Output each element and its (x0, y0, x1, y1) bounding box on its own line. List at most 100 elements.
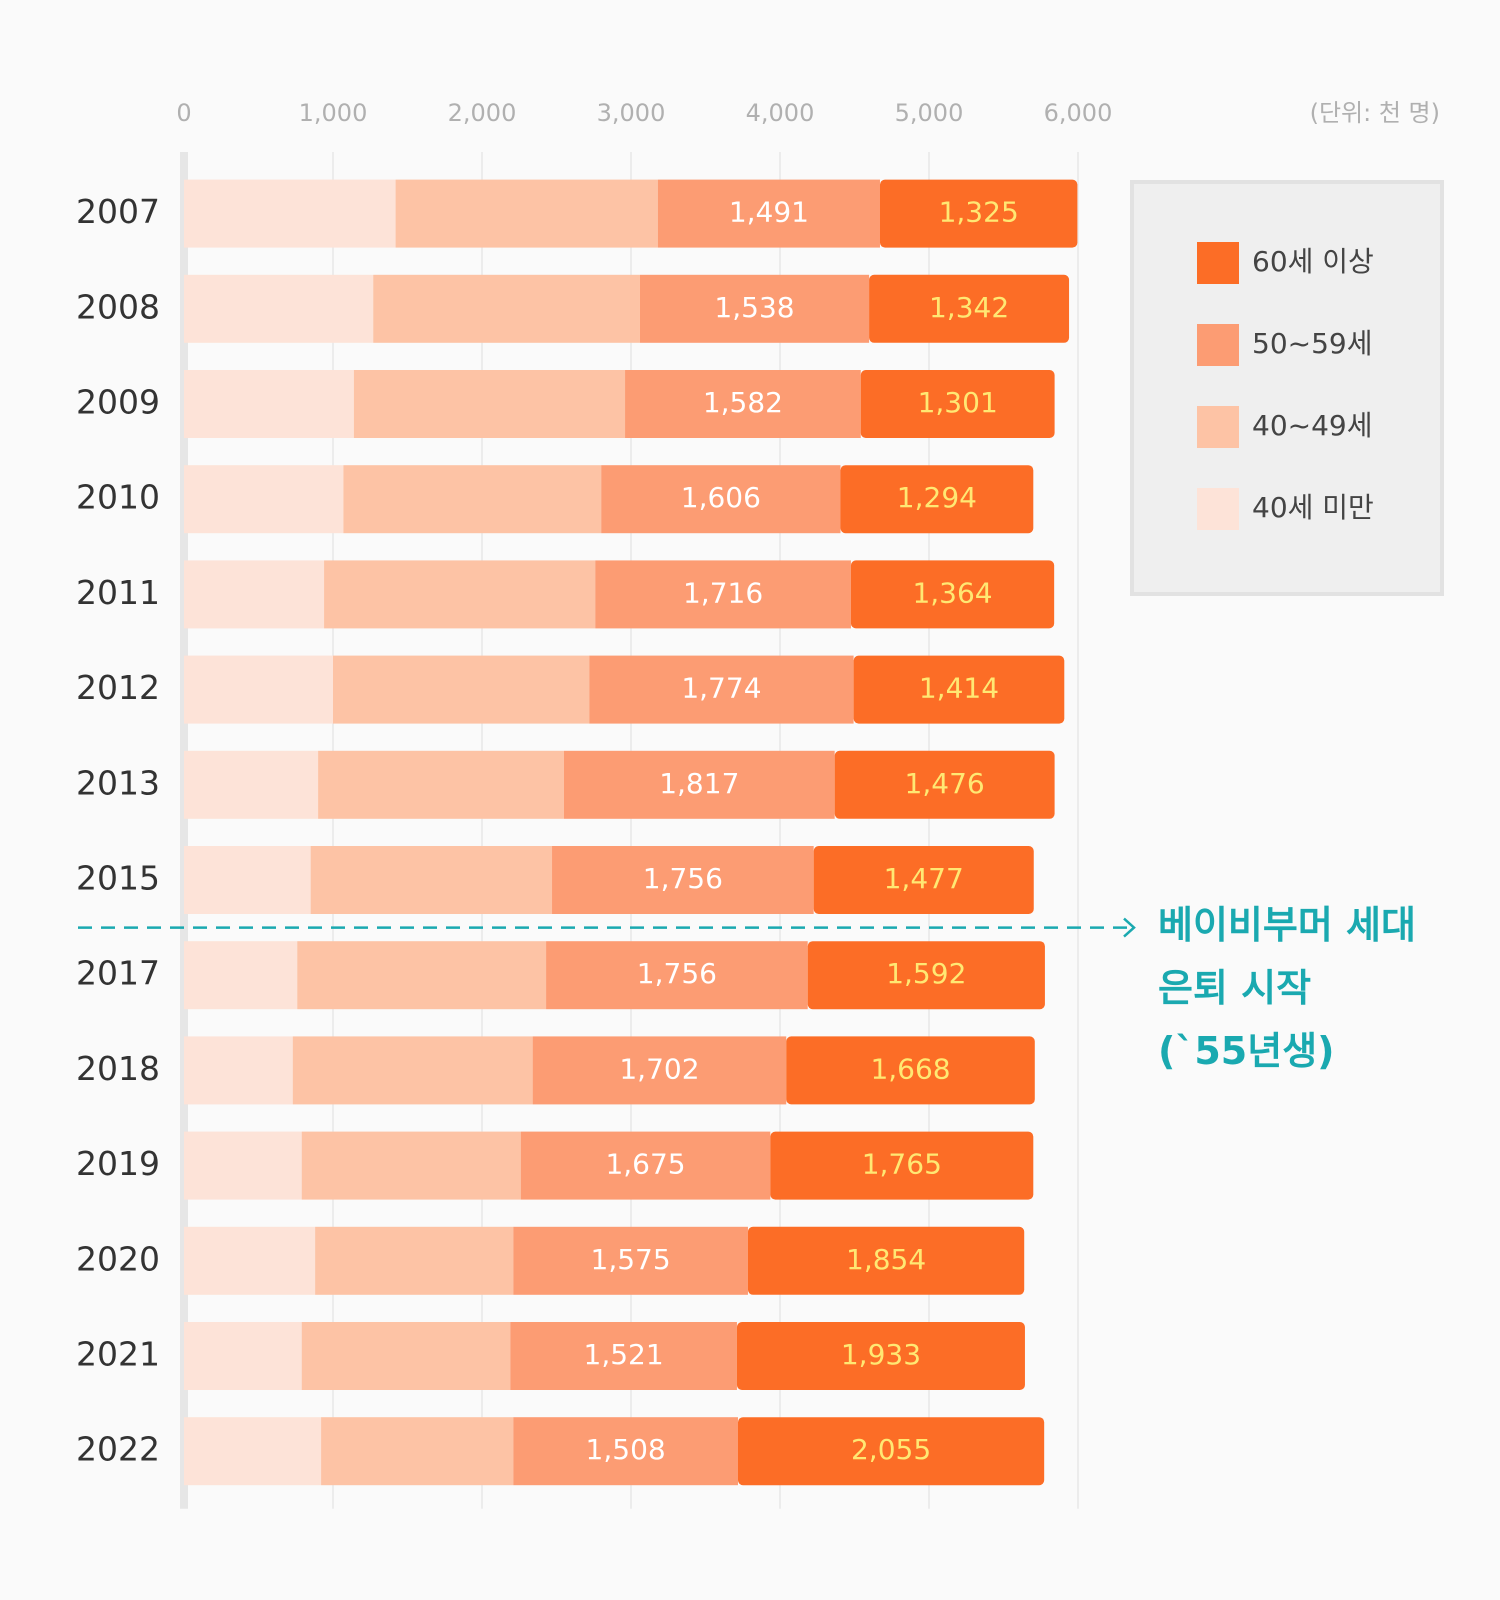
unit-label: (단위: 천 명) (1310, 99, 1440, 127)
bar-segment (770, 1131, 1034, 1200)
y-tick-label: 2011 (76, 573, 160, 612)
value-label: 1,716 (683, 576, 763, 609)
bar-segment (546, 941, 808, 1010)
bar-segment (625, 370, 861, 438)
bar-segment (510, 1322, 737, 1390)
bar-segment (310, 846, 553, 914)
value-label: 1,508 (586, 1433, 666, 1466)
legend-label: 60세 이상 (1252, 245, 1374, 278)
bar-segment (850, 560, 1055, 629)
bar-segment (315, 1226, 514, 1295)
bar-segment (657, 179, 880, 248)
x-tick-label: 5,000 (895, 99, 964, 127)
x-tick-label: 6,000 (1044, 99, 1113, 127)
bar-segment (318, 750, 564, 819)
bar-segment (639, 274, 870, 343)
bar-segment (184, 1417, 322, 1486)
value-label: 1,774 (681, 672, 761, 705)
y-tick-label: 2008 (76, 287, 160, 326)
bar-segment (532, 1036, 787, 1105)
y-tick-label: 2019 (76, 1144, 160, 1183)
legend-label: 50~59세 (1252, 327, 1372, 360)
bar-segment (879, 179, 1078, 248)
bar-segment (513, 1226, 748, 1295)
bar-segment (184, 1036, 293, 1105)
legend-label: 40~49세 (1252, 409, 1372, 442)
bar-segment (353, 370, 626, 438)
y-tick-label: 2018 (76, 1049, 160, 1088)
value-label: 1,364 (912, 576, 992, 609)
bar-segment (737, 1417, 1045, 1486)
value-label: 1,342 (929, 291, 1009, 324)
value-label: 1,582 (703, 386, 783, 419)
value-label: 1,325 (939, 196, 1019, 229)
bar-segment (869, 274, 1070, 343)
value-label: 2,055 (851, 1433, 931, 1466)
value-label: 1,765 (862, 1148, 942, 1181)
value-label: 1,933 (841, 1338, 921, 1371)
x-tick-label: 2,000 (448, 99, 517, 127)
bar-segment (184, 560, 325, 629)
bar-segment (595, 560, 851, 629)
value-label: 1,476 (905, 767, 985, 800)
annotation: (`55년생) (1158, 1029, 1335, 1073)
bar-segment (834, 750, 1055, 819)
value-label: 1,538 (714, 291, 794, 324)
legend-label: 40세 미만 (1252, 491, 1374, 524)
bar-segment (324, 560, 596, 629)
value-label: 1,817 (659, 767, 739, 800)
bar-segment (184, 655, 333, 724)
bar-segment (513, 1417, 738, 1486)
bar-segment (301, 1131, 521, 1200)
legend-swatch (1197, 488, 1239, 530)
annotation: 베이비부머 세대 (1158, 903, 1416, 947)
bar-segment (297, 941, 547, 1010)
legend-swatch (1197, 242, 1239, 284)
value-label: 1,675 (605, 1148, 685, 1181)
bar-segment (853, 655, 1065, 724)
bar-segment (786, 1036, 1035, 1105)
x-tick-label: 3,000 (597, 99, 666, 127)
bar-segment (184, 179, 396, 248)
value-label: 1,294 (897, 481, 977, 514)
bar-segment (292, 1036, 533, 1105)
bar-segment (184, 941, 298, 1010)
y-tick-label: 2012 (76, 668, 160, 707)
value-label: 1,477 (884, 862, 964, 895)
bar-segment (184, 370, 354, 438)
bar-segment (301, 1322, 511, 1390)
bar-segment (589, 655, 854, 724)
value-label: 1,756 (637, 957, 717, 990)
bar-segment (373, 274, 640, 343)
bar-segment (184, 1322, 302, 1390)
legend-swatch (1197, 406, 1239, 448)
y-tick-label: 2015 (76, 859, 160, 898)
bar-segment (184, 1131, 302, 1200)
y-tick-label: 2021 (76, 1335, 160, 1374)
value-label: 1,575 (591, 1243, 671, 1276)
x-tick-label: 1,000 (299, 99, 368, 127)
bar-segment (736, 1322, 1025, 1390)
value-label: 1,521 (584, 1338, 664, 1371)
value-label: 1,854 (846, 1243, 926, 1276)
bar-segment (840, 465, 1034, 534)
bar-segment (184, 274, 374, 343)
y-tick-label: 2010 (76, 478, 160, 517)
bar-segment (321, 1417, 514, 1486)
bar-segment (395, 179, 658, 248)
x-tick-label: 4,000 (746, 99, 815, 127)
bar-segment (184, 465, 344, 534)
value-label: 1,301 (918, 386, 998, 419)
y-tick-label: 2013 (76, 763, 160, 802)
bar-segment (747, 1226, 1025, 1295)
y-tick-label: 2007 (76, 192, 160, 231)
arrowhead (1123, 917, 1136, 938)
y-tick-label: 2017 (76, 954, 160, 993)
value-label: 1,491 (729, 196, 809, 229)
x-tick-label: 0 (176, 99, 191, 127)
bar-segment (552, 846, 814, 914)
y-tick-label: 2022 (76, 1430, 160, 1469)
bar-segment (184, 1226, 316, 1295)
bar-segment (601, 465, 841, 534)
